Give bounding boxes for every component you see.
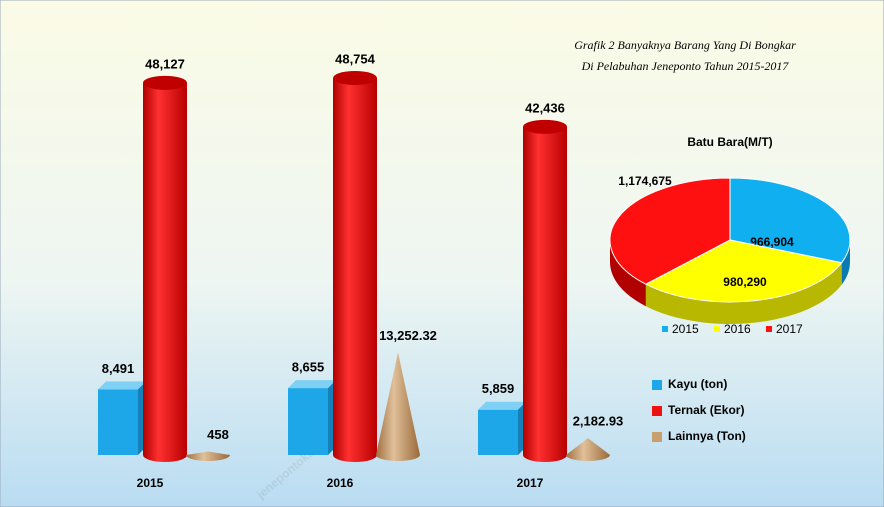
bar [566,438,610,461]
value-label: 5,859 [482,381,515,396]
bar [376,352,420,461]
bar [523,119,567,462]
bar-top [523,119,567,134]
bar-front [288,388,328,455]
legend-label: Lainnya (Ton) [668,429,746,443]
bar [98,381,146,455]
value-label: 48,754 [335,51,376,66]
legend-swatch [662,326,668,332]
pie-side [841,240,850,285]
bar-top [288,380,336,389]
value-label: 966,904 [750,235,794,249]
bar [333,71,377,462]
bar-body [566,438,610,461]
bar [143,75,187,463]
bar-body [523,126,567,462]
bar-body [376,352,420,461]
legend-label: 2015 [672,322,699,336]
value-label: 1,174,675 [618,174,672,188]
pie-side [645,262,842,324]
bar-body [143,82,187,463]
bar-body [333,78,377,462]
pie-slice [729,177,851,264]
x-tick-label: 2017 [517,476,544,490]
bar-top [333,71,377,85]
pie-slice [609,177,731,285]
legend-label: Ternak (Ekor) [668,403,744,417]
chart-subtitle: Di Pelabuhan Jeneponto Tahun 2015-2017 [581,59,790,73]
bar-front [478,409,518,455]
value-label: 458 [207,427,229,442]
chart-title: Grafik 2 Banyaknya Barang Yang Di Bongka… [574,38,796,52]
pie-slice [644,239,843,303]
value-label: 2,182.93 [573,414,624,429]
bar [288,380,336,455]
bar [186,451,230,461]
bar-top [98,381,146,390]
legend-label: Kayu (ton) [668,377,727,391]
bar-body [186,451,230,461]
bar-top [478,401,526,410]
legend-label: 2017 [776,322,803,336]
x-tick-label: 2015 [137,476,164,490]
legend-swatch [652,432,662,442]
bar-front [98,389,138,455]
value-label: 980,290 [723,275,767,289]
value-label: 13,252.32 [379,328,437,343]
legend-swatch [766,326,772,332]
legend-swatch [652,406,662,416]
bar-top [143,75,187,90]
legend-swatch [714,326,720,332]
legend-swatch [652,380,662,390]
legend-label: 2016 [724,322,751,336]
pie-title: Batu Bara(M/T) [687,135,772,149]
value-label: 8,491 [102,361,135,376]
x-tick-label: 2016 [327,476,354,490]
value-label: 8,655 [292,360,325,375]
value-label: 42,436 [525,100,565,115]
value-label: 48,127 [145,56,185,71]
bar [478,401,526,455]
